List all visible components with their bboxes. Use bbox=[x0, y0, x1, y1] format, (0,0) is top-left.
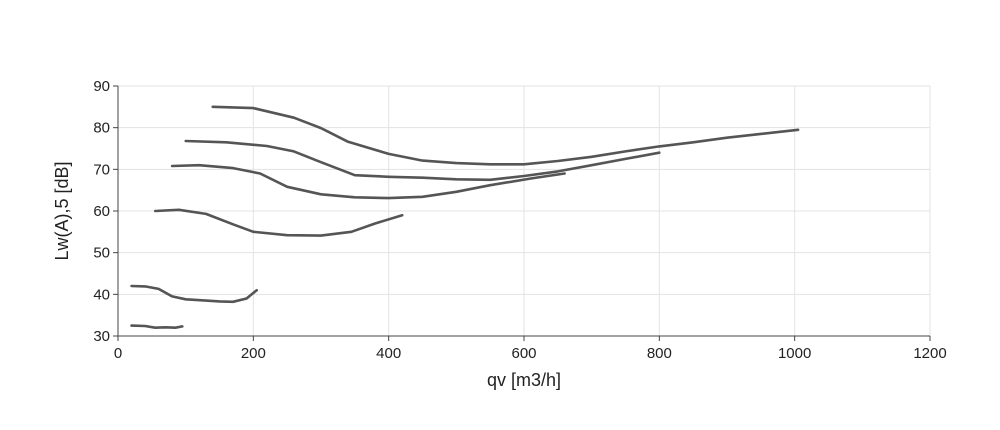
series-line-4 bbox=[170, 163, 566, 200]
series-group bbox=[130, 105, 800, 329]
x-tick-label: 200 bbox=[241, 345, 266, 362]
y-tick-label: 50 bbox=[93, 245, 110, 262]
y-tick-label: 60 bbox=[93, 203, 110, 220]
x-tick-label: 800 bbox=[647, 345, 672, 362]
series-line-6 bbox=[211, 105, 800, 166]
ticks: 0 200 400 600 800 1000 1200 30 40 50 60 70 80 90 bbox=[93, 78, 946, 362]
x-tick-label: 0 bbox=[114, 345, 122, 362]
grid bbox=[117, 85, 931, 337]
x-tick-label: 400 bbox=[376, 345, 401, 362]
series-line-5 bbox=[184, 139, 661, 182]
x-axis-title: qv [m3/h] bbox=[487, 370, 561, 390]
y-tick-label: 40 bbox=[93, 286, 110, 303]
x-tick-label: 600 bbox=[511, 345, 536, 362]
y-tick-label: 30 bbox=[93, 328, 110, 345]
y-tick-label: 80 bbox=[93, 120, 110, 137]
x-tick-label: 1000 bbox=[778, 345, 811, 362]
y-tick-label: 70 bbox=[93, 161, 110, 178]
x-tick-label: 1200 bbox=[913, 345, 946, 362]
series-line-2 bbox=[130, 284, 258, 304]
series-line-3 bbox=[153, 208, 404, 237]
y-axis-title: Lw(A),5 [dB] bbox=[52, 161, 72, 260]
series-line-1 bbox=[130, 324, 184, 329]
y-tick-label: 90 bbox=[93, 78, 110, 95]
